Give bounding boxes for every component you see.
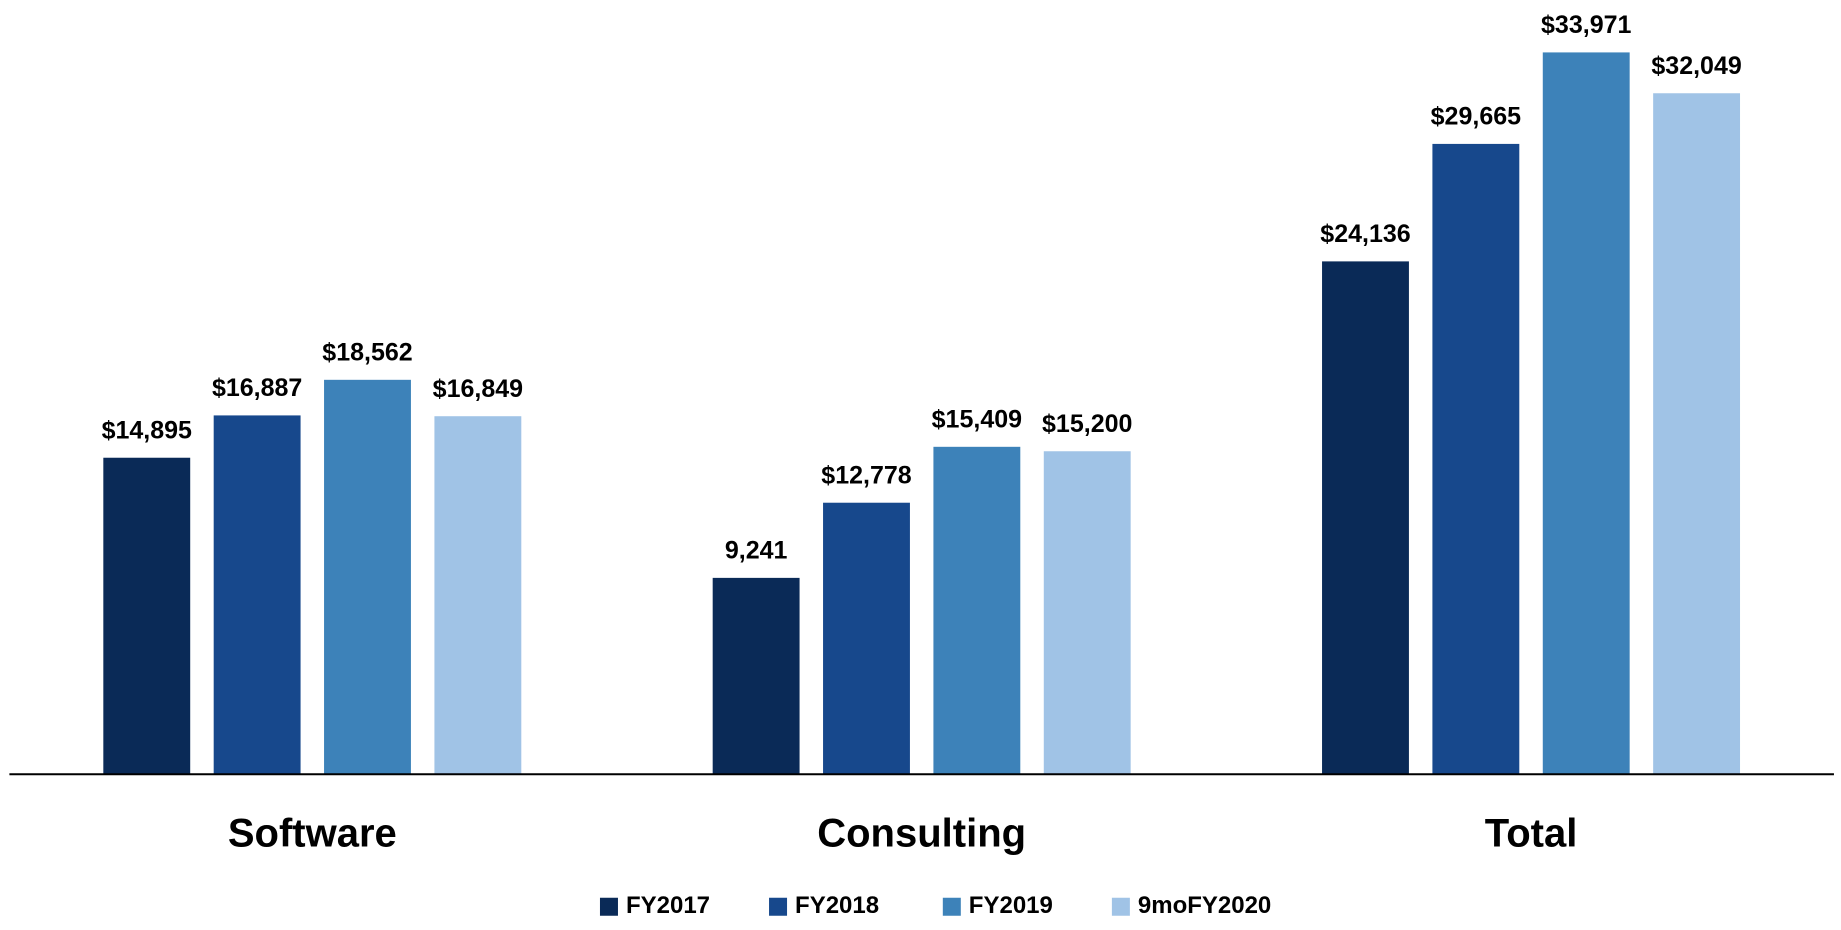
bar <box>1653 93 1741 775</box>
bar <box>434 416 522 775</box>
value-label: 9,241 <box>725 536 788 564</box>
bar <box>324 379 411 775</box>
legend-label: FY2017 <box>626 892 710 919</box>
value-label: $18,562 <box>322 338 412 366</box>
legend-swatch <box>769 897 788 916</box>
legend-label: FY2019 <box>969 892 1053 919</box>
bar <box>103 457 191 775</box>
legend-label: FY2018 <box>795 892 879 919</box>
value-label: $14,895 <box>102 416 192 444</box>
value-label: $12,778 <box>821 461 911 489</box>
x-tick-label: Total <box>1485 811 1578 855</box>
value-label: $16,849 <box>433 375 523 403</box>
legend-swatch <box>599 897 618 916</box>
bar <box>1542 52 1630 775</box>
value-label: $24,136 <box>1320 220 1410 248</box>
value-label: $16,887 <box>212 374 302 402</box>
value-label: $32,049 <box>1651 52 1741 80</box>
value-label: $29,665 <box>1431 103 1521 131</box>
bar <box>213 415 301 775</box>
x-tick-label: Software <box>228 811 397 855</box>
legend-label: 9moFY2020 <box>1138 892 1271 919</box>
x-tick-label: Consulting <box>817 811 1026 855</box>
bar <box>823 502 910 775</box>
value-label: $15,409 <box>932 405 1022 433</box>
bar <box>1043 451 1131 775</box>
bar <box>1322 261 1409 775</box>
value-label: $33,971 <box>1541 11 1631 39</box>
bar <box>712 577 800 775</box>
bar <box>933 446 1021 775</box>
value-label: $15,200 <box>1042 410 1132 438</box>
legend-swatch <box>942 897 961 916</box>
legend-swatch <box>1111 897 1130 916</box>
bar <box>1432 143 1520 775</box>
